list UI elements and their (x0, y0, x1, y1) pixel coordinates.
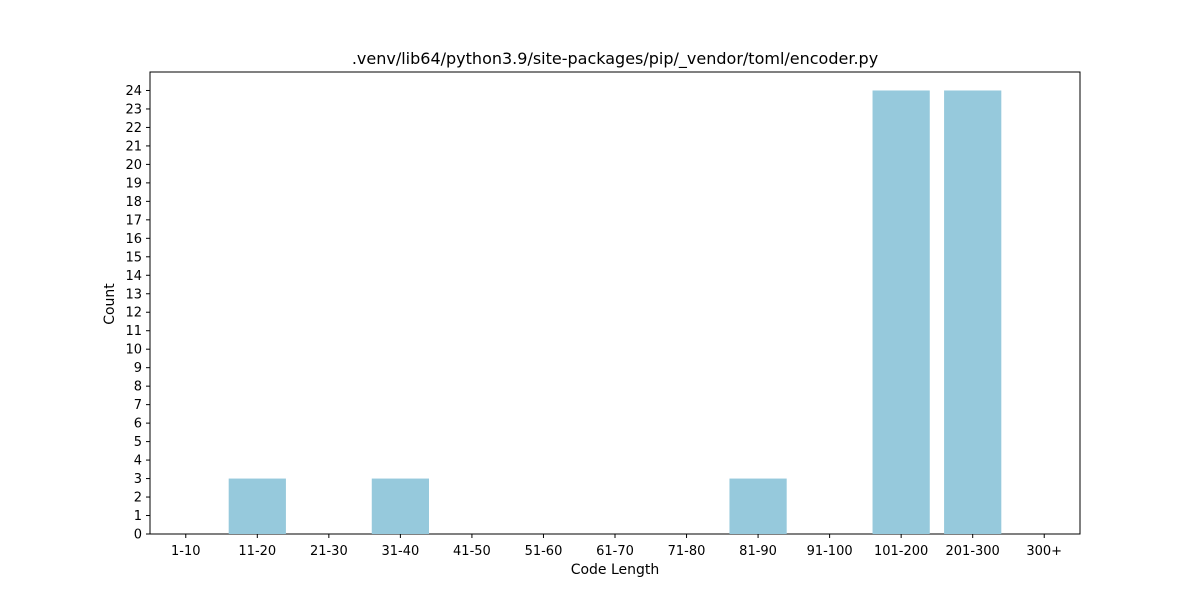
y-tick-label: 8 (134, 380, 142, 395)
y-tick-label: 0 (134, 528, 142, 543)
y-axis-label: Count (102, 283, 118, 325)
y-tick-label: 17 (125, 213, 142, 228)
x-axis: 1-10 11-20 21-30 31-40 41-50 51-60 61-70 71-80 8… (171, 534, 1062, 559)
y-tick-label: 16 (125, 232, 142, 247)
bar-101-200 (872, 90, 930, 534)
y-tick-label: 15 (125, 250, 142, 265)
bar-81-90 (729, 478, 787, 534)
x-axis-label: Code Length (571, 562, 660, 578)
plot-area (149, 71, 1081, 535)
chart-title: .venv/lib64/python3.9/site-packages/pip/… (352, 49, 878, 69)
bar-31-40 (371, 478, 429, 534)
bars (228, 90, 1002, 534)
x-tick-label: 201-300 (946, 544, 1000, 559)
x-tick-label: 31-40 (381, 544, 419, 559)
x-tick-label: 11-20 (238, 544, 276, 559)
y-tick-label: 12 (125, 306, 142, 321)
y-tick-label: 9 (134, 361, 142, 376)
y-tick-label: 2 (134, 491, 142, 506)
y-tick-label: 7 (134, 398, 142, 413)
y-tick-label: 3 (134, 472, 142, 487)
y-tick-label: 11 (125, 324, 142, 339)
y-tick-label: 24 (125, 84, 142, 99)
y-tick-label: 10 (125, 343, 142, 358)
y-tick-label: 1 (134, 509, 142, 524)
y-tick-label: 13 (125, 287, 142, 302)
x-tick-label: 1-10 (171, 544, 201, 559)
bar-11-20 (228, 478, 286, 534)
x-tick-label: 41-50 (453, 544, 491, 559)
x-tick-label: 71-80 (668, 544, 706, 559)
y-tick-label: 22 (125, 121, 142, 136)
x-tick-label: 91-100 (807, 544, 853, 559)
y-tick-label: 23 (125, 102, 142, 117)
y-tick-label: 20 (125, 158, 142, 173)
x-tick-label: 101-200 (874, 544, 928, 559)
x-tick-label: 300+ (1026, 544, 1062, 559)
y-tick-label: 4 (134, 454, 142, 469)
y-tick-label: 21 (125, 139, 142, 154)
y-tick-label: 19 (125, 176, 142, 191)
y-tick-label: 6 (134, 417, 142, 432)
y-tick-label: 18 (125, 195, 142, 210)
y-tick-label: 5 (134, 435, 142, 450)
x-tick-label: 51-60 (525, 544, 563, 559)
x-tick-label: 21-30 (310, 544, 348, 559)
axes-frame (149, 71, 1081, 535)
bar-201-300 (944, 90, 1002, 534)
x-tick-label: 61-70 (596, 544, 634, 559)
x-tick-label: 81-90 (739, 544, 777, 559)
y-tick-label: 14 (125, 269, 142, 284)
